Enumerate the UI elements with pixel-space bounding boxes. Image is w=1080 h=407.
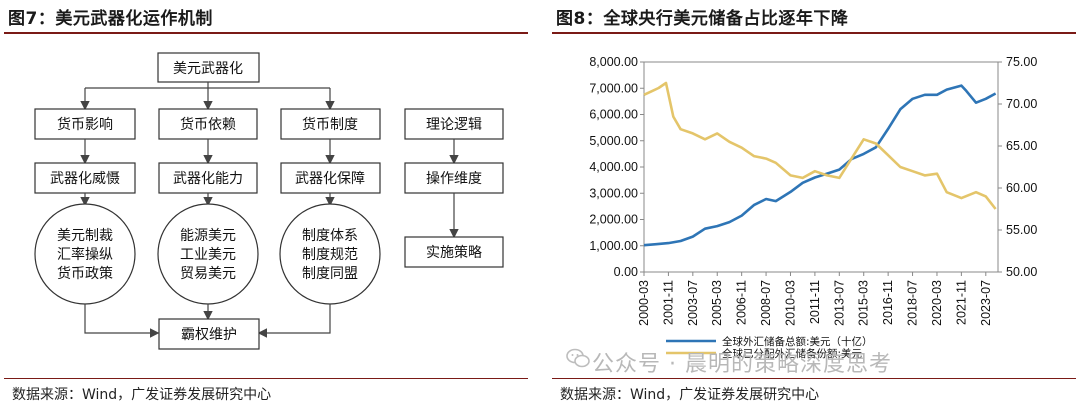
svg-text:能源美元: 能源美元 bbox=[180, 228, 236, 244]
left-tick-label: 0.00 bbox=[614, 265, 638, 279]
right-source-note: 数据来源：Wind，广发证券发展研究中心 bbox=[560, 387, 820, 403]
right-panel-title: 图8：全球央行美元储备占比逐年下降 bbox=[556, 9, 849, 29]
wechat-icon bbox=[566, 348, 590, 368]
node-currency-system: 货币制度 bbox=[280, 108, 381, 140]
svg-text:制度同盟: 制度同盟 bbox=[302, 266, 358, 282]
node-weaponized-deterrence: 武器化威慑 bbox=[34, 162, 136, 194]
svg-text:武器化能力: 武器化能力 bbox=[173, 171, 243, 187]
x-tick-label: 2008-07 bbox=[759, 280, 773, 326]
x-tick-label: 2020-03 bbox=[930, 280, 944, 326]
x-tick-label: 2011-11 bbox=[808, 280, 822, 324]
circle-sanctions: 美元制裁 汇率操纵 货币政策 bbox=[34, 203, 136, 305]
circle-energy-dollar: 能源美元 工业美元 贸易美元 bbox=[157, 203, 259, 305]
x-tick-label: 2016-11 bbox=[881, 280, 895, 325]
svg-text:货币影响: 货币影响 bbox=[57, 116, 113, 133]
left-tick-label: 6,000.00 bbox=[589, 108, 638, 122]
node-weaponized-capability: 武器化能力 bbox=[158, 162, 258, 194]
node-weaponized-guarantee: 武器化保障 bbox=[280, 162, 381, 194]
svg-text:制度体系: 制度体系 bbox=[302, 228, 358, 244]
right-tick-label: 65.00 bbox=[1006, 139, 1037, 153]
left-footer-rule bbox=[4, 378, 528, 379]
x-tick-label: 2010-03 bbox=[783, 280, 797, 326]
x-tick-label: 2003-07 bbox=[686, 280, 700, 326]
svg-text:霸权维护: 霸权维护 bbox=[181, 327, 237, 343]
svg-text:货币政策: 货币政策 bbox=[57, 265, 113, 282]
left-tick-label: 2,000.00 bbox=[589, 213, 638, 227]
legend-label-2: 全球已分配外汇储备份额:美元 bbox=[722, 347, 863, 360]
left-tick-label: 3,000.00 bbox=[589, 186, 638, 200]
left-panel-title: 图7：美元武器化运作机制 bbox=[8, 9, 213, 29]
svg-text:实施策略: 实施策略 bbox=[426, 244, 482, 261]
x-tick-label: 2006-11 bbox=[735, 280, 749, 325]
svg-text:武器化保障: 武器化保障 bbox=[295, 171, 365, 187]
plot-frame bbox=[643, 61, 999, 273]
left-tick-label: 7,000.00 bbox=[589, 81, 638, 95]
right-panel: 图8：全球央行美元储备占比逐年下降 0.00 1,000.00 2,000.00 3,… bbox=[548, 0, 1080, 407]
left-tick-label: 4,000.00 bbox=[589, 160, 638, 174]
x-tick-label: 2005-03 bbox=[710, 280, 724, 326]
x-tick-label: 2013-07 bbox=[832, 280, 846, 326]
watermark: 公众号 · 晨明的策略深度思考 bbox=[592, 352, 892, 377]
right-footer-rule bbox=[552, 378, 1076, 379]
root-label: 美元武器化 bbox=[173, 61, 243, 77]
x-tick-label: 2021-11 bbox=[954, 280, 968, 325]
left-source-note: 数据来源：Wind，广发证券发展研究中心 bbox=[12, 387, 272, 403]
right-tick-label: 70.00 bbox=[1006, 97, 1037, 111]
right-tick-label: 50.00 bbox=[1006, 265, 1037, 279]
svg-text:货币制度: 货币制度 bbox=[302, 116, 358, 133]
node-currency-influence: 货币影响 bbox=[34, 108, 136, 140]
right-tick-label: 75.00 bbox=[1006, 55, 1037, 69]
node-hegemony-maintenance: 霸权维护 bbox=[158, 318, 260, 350]
node-operation-dimension: 操作维度 bbox=[404, 162, 504, 194]
node-currency-dependence: 货币依赖 bbox=[158, 108, 258, 140]
svg-text:制度规范: 制度规范 bbox=[302, 246, 358, 263]
svg-text:武器化威慑: 武器化威慑 bbox=[50, 170, 120, 187]
svg-text:汇率操纵: 汇率操纵 bbox=[57, 246, 113, 263]
svg-text:操作维度: 操作维度 bbox=[426, 171, 482, 187]
svg-text:货币依赖: 货币依赖 bbox=[180, 116, 236, 133]
right-title-rule bbox=[552, 32, 1076, 34]
svg-text:贸易美元: 贸易美元 bbox=[180, 266, 236, 282]
left-tick-label: 1,000.00 bbox=[589, 239, 638, 253]
legend-label-1: 全球外汇储备总额:美元（十亿） bbox=[722, 335, 873, 348]
x-tick-label: 2001-11 bbox=[661, 280, 675, 325]
svg-text:工业美元: 工业美元 bbox=[180, 247, 236, 263]
x-tick-label: 2015-03 bbox=[857, 280, 871, 326]
node-implementation-strategy: 实施策略 bbox=[404, 236, 504, 268]
x-tick-label: 2000-03 bbox=[637, 280, 651, 326]
svg-text:美元制裁: 美元制裁 bbox=[57, 228, 113, 244]
root-node: 美元武器化 bbox=[157, 52, 260, 83]
root-branch-line bbox=[85, 82, 330, 89]
left-tick-label: 8,000.00 bbox=[589, 55, 638, 69]
svg-text:理论逻辑: 理论逻辑 bbox=[426, 117, 482, 133]
right-tick-label: 60.00 bbox=[1006, 181, 1037, 195]
right-tick-label: 55.00 bbox=[1006, 223, 1037, 237]
circle-institutional-system: 制度体系 制度规范 制度同盟 bbox=[279, 203, 381, 305]
series-line-2 bbox=[643, 81, 997, 210]
node-theory-logic: 理论逻辑 bbox=[404, 108, 504, 140]
x-tick-label: 2018-07 bbox=[906, 280, 920, 326]
reserve-chart: 0.00 1,000.00 2,000.00 3,000.00 4,000.00 5,00… bbox=[589, 55, 1037, 360]
x-tick-label: 2023-07 bbox=[979, 280, 993, 326]
series-line-1 bbox=[643, 84, 997, 247]
mechanism-diagram: 美元武器化 货币影响 货币依赖 货币制度 理论逻辑 bbox=[34, 52, 504, 350]
left-tick-label: 5,000.00 bbox=[589, 134, 638, 148]
left-panel: 图7：美元武器化运作机制 美元武器化 货币影响 货币依赖 货币制度 bbox=[0, 0, 532, 407]
left-title-rule bbox=[4, 32, 528, 34]
